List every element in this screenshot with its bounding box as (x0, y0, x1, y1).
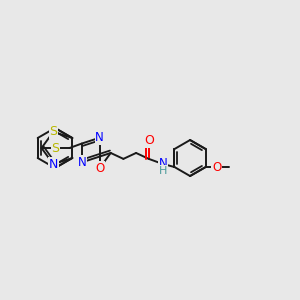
Text: H: H (159, 166, 167, 176)
Text: N: N (77, 156, 86, 169)
Text: N: N (49, 158, 58, 171)
Text: N: N (158, 157, 167, 170)
Text: O: O (212, 160, 221, 173)
Text: O: O (144, 134, 154, 147)
Text: N: N (95, 131, 104, 144)
Text: S: S (52, 142, 59, 154)
Text: S: S (49, 125, 57, 138)
Text: O: O (95, 162, 104, 175)
